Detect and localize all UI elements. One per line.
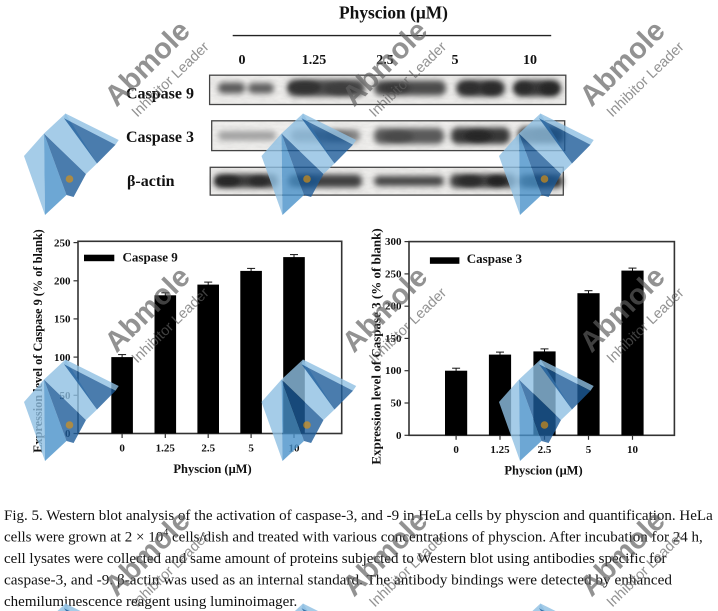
svg-text:1.25: 1.25: [490, 444, 510, 456]
svg-text:2.5: 2.5: [201, 443, 215, 455]
svg-text:200: 200: [54, 276, 71, 288]
svg-text:0: 0: [119, 443, 125, 455]
svg-text:Physcion (μM): Physcion (μM): [504, 464, 582, 478]
svg-text:1.25: 1.25: [156, 443, 176, 455]
svg-text:Physcion (μM): Physcion (μM): [173, 462, 251, 476]
svg-text:150: 150: [54, 314, 71, 326]
svg-text:100: 100: [385, 365, 402, 377]
svg-text:cell lysates were collected an: cell lysates were collected and same amo…: [4, 551, 666, 567]
svg-text:5: 5: [452, 53, 459, 68]
svg-text:chemiluminescence reagent usin: chemiluminescence reagent using luminoim…: [4, 594, 297, 610]
svg-text:0: 0: [239, 53, 246, 68]
svg-text:1.25: 1.25: [302, 53, 327, 68]
svg-text:5: 5: [586, 444, 592, 456]
svg-text:Caspase 9: Caspase 9: [123, 250, 179, 265]
svg-text:5: 5: [248, 443, 254, 455]
svg-text:50: 50: [391, 398, 403, 410]
svg-text:250: 250: [54, 238, 71, 250]
svg-text:β-actin: β-actin: [127, 173, 175, 190]
svg-text:2.5: 2.5: [538, 444, 552, 456]
svg-text:Caspase 3: Caspase 3: [126, 129, 194, 146]
svg-text:Fig. 5. Western blot analysis: Fig. 5. Western blot analysis of the act…: [4, 508, 713, 524]
svg-text:0: 0: [453, 444, 459, 456]
svg-text:cells were grown at 2 × 104 ce: cells were grown at 2 × 104 cells/dish a…: [4, 528, 703, 546]
svg-text:10: 10: [627, 444, 639, 456]
svg-text:300: 300: [385, 236, 402, 248]
svg-text:10: 10: [523, 53, 537, 68]
svg-text:Physcion (μM): Physcion (μM): [339, 3, 448, 23]
svg-text:0: 0: [396, 430, 402, 442]
svg-text:Caspase 3: Caspase 3: [467, 251, 523, 266]
